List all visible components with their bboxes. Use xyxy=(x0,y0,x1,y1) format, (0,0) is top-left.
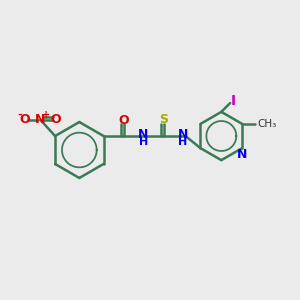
Text: O: O xyxy=(20,113,30,126)
Text: O: O xyxy=(119,114,130,127)
Text: CH₃: CH₃ xyxy=(258,119,277,129)
Text: N: N xyxy=(35,113,46,126)
Text: I: I xyxy=(231,94,236,108)
Text: -: - xyxy=(17,110,22,119)
Text: H: H xyxy=(178,137,188,148)
Text: O: O xyxy=(50,113,61,126)
Text: +: + xyxy=(42,110,50,119)
Text: N: N xyxy=(138,128,148,141)
Text: S: S xyxy=(159,113,168,126)
Text: N: N xyxy=(237,148,247,161)
Text: H: H xyxy=(139,137,148,148)
Text: N: N xyxy=(178,128,188,141)
